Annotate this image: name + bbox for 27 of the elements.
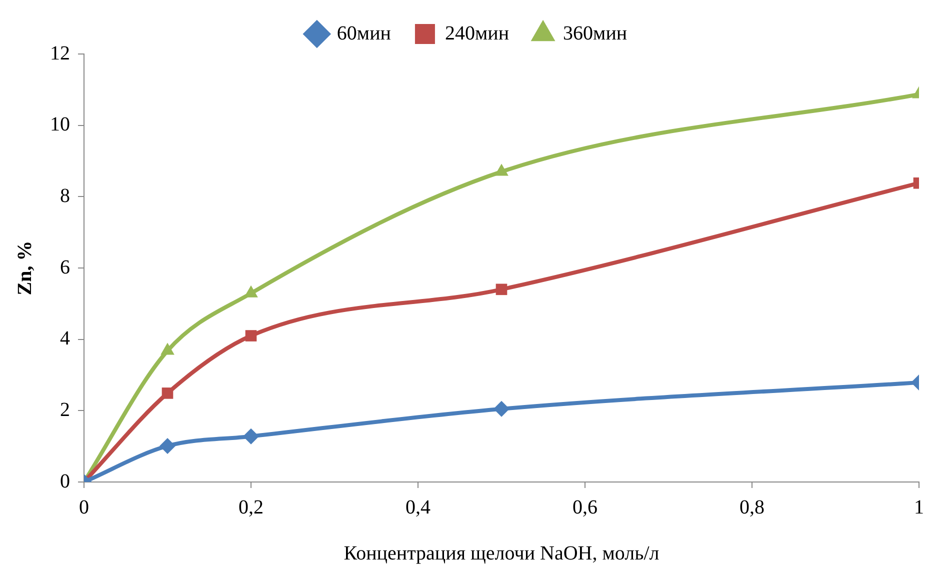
point	[243, 428, 259, 444]
point	[160, 342, 174, 355]
y-tick-label: 10	[50, 114, 70, 136]
y-axis-title: Zn, %	[14, 240, 36, 296]
x-tick-label: 0,4	[406, 496, 430, 518]
x-axis-title: Концентрация щелочи NaOH, моль/л	[344, 542, 660, 564]
point	[496, 284, 508, 296]
y-tick-label: 6	[60, 256, 70, 278]
x-tick-label: 1	[914, 496, 924, 518]
y-tick-label: 8	[60, 184, 70, 207]
point	[162, 388, 174, 399]
legend-label: 360мин	[563, 22, 628, 44]
legend-label: 60мин	[336, 22, 392, 44]
x-tick-label: 0	[79, 496, 89, 518]
x-tick-label: 0,6	[572, 496, 598, 518]
y-tick-label: 0	[60, 470, 70, 492]
point	[244, 285, 258, 298]
x-tick-label: 0,2	[238, 496, 264, 518]
y-tick-label: 2	[60, 398, 70, 421]
point	[494, 400, 510, 417]
x-tick-label: 0,8	[740, 496, 764, 518]
point	[245, 330, 257, 342]
y-tick-label: 4	[60, 328, 70, 350]
y-tick-label: 12	[50, 42, 70, 64]
legend-label: 240мин	[444, 22, 510, 44]
point	[494, 164, 508, 176]
point	[160, 438, 176, 454]
